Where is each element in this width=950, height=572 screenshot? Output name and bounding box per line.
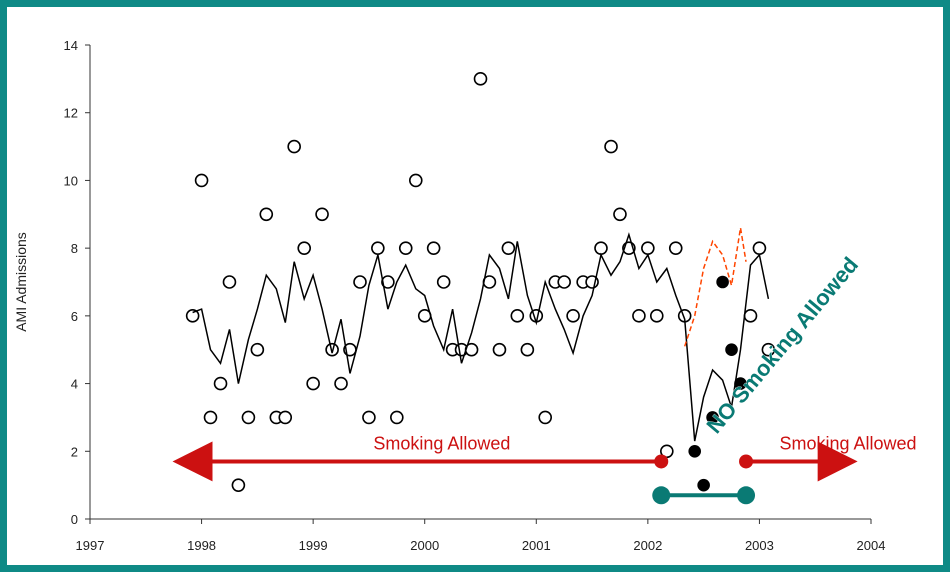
smoking-allowed-dot-left [654,454,669,469]
open-data-point [538,410,553,425]
open-data-point [297,241,312,255]
open-data-point [306,376,320,391]
no-smoking-dot-end [737,486,756,505]
y-tick-label: 0 [71,512,78,527]
open-data-point [353,275,367,289]
open-data-point [203,410,218,425]
y-tick-label: 10 [64,173,78,188]
x-tick-label: 2001 [522,538,551,553]
open-data-point [287,139,301,154]
open-data-point [213,376,228,391]
open-data-point [231,478,246,492]
open-data-point [194,173,209,188]
x-tick-label: 2003 [745,538,774,553]
open-data-point [408,173,423,188]
open-data-point [743,309,758,323]
open-data-point [426,241,441,255]
open-data-point [222,275,237,289]
open-data-point [604,139,618,154]
x-tick-label: 2000 [410,538,439,553]
x-tick-label: 1999 [299,538,328,553]
open-data-point [185,309,200,323]
open-data-point [668,241,683,255]
x-tick-label: 1997 [76,538,105,553]
open-data-point [501,241,516,255]
x-tick-label: 2004 [857,538,886,553]
filled-data-point [706,411,719,424]
x-tick-label: 2002 [633,538,662,553]
open-data-point [752,241,767,255]
open-data-point [371,241,385,255]
open-data-point [594,241,608,255]
open-data-point [566,309,580,323]
filled-data-point [716,275,729,289]
open-data-point [492,342,507,357]
no-smoking-dot-start [652,486,671,505]
y-axis-label: AMI Admissions [13,232,29,332]
open-data-point [241,410,256,425]
y-tick-label: 12 [64,106,78,121]
open-data-point [557,275,571,289]
open-data-point [510,309,525,323]
smoking-allowed-label-left: Smoking Allowed [373,433,510,453]
open-data-point [436,275,451,289]
filled-data-point [697,478,710,492]
open-data-point [315,207,329,222]
open-data-point [613,207,627,222]
open-data-point [641,241,655,255]
open-data-point [398,241,413,255]
y-tick-label: 2 [71,444,78,459]
filled-data-point [688,444,702,458]
x-tick-label: 1998 [187,538,216,553]
open-data-point [381,275,395,289]
predicted-trend-line [683,227,747,347]
open-data-point [649,309,664,323]
smoking-allowed-label-right: Smoking Allowed [779,433,916,453]
y-tick-label: 4 [71,377,78,392]
open-data-point [259,207,274,222]
open-data-point [632,309,646,323]
filled-data-point [725,343,738,357]
open-data-point [473,72,488,86]
open-data-point [278,410,293,425]
open-data-point [362,410,376,425]
y-tick-label: 14 [64,38,78,53]
open-data-point [520,342,535,357]
open-data-point [761,342,776,357]
open-data-point [325,342,339,357]
y-tick-label: 6 [71,309,78,324]
y-tick-label: 8 [71,241,78,256]
open-data-point [334,376,348,391]
plot-area [185,72,776,492]
open-data-point [390,410,404,425]
open-data-point [250,342,265,357]
axes: 0 2 4 6 8 10 12 14 1997 1998 1999 2000 2001 2002 2003 2… [13,38,885,553]
smoking-allowed-dot-right [739,454,754,469]
moving-average-line [192,232,770,442]
